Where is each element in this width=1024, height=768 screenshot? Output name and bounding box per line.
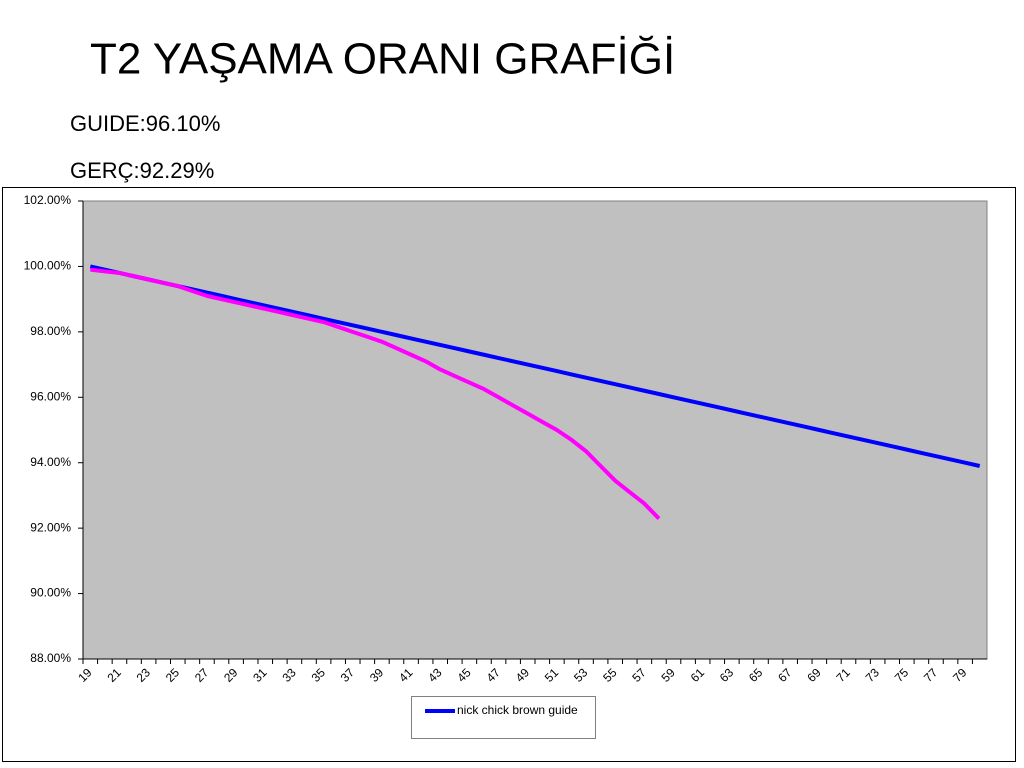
y-tick-label: 94.00% [30,455,71,469]
series-line [90,267,661,521]
annotation: GERÇ:92.29% [70,158,214,183]
y-tick-label: 102.00% [24,193,72,207]
series-line [89,264,981,468]
plot-area [82,200,988,660]
legend-label: nick chick brown guide [457,703,578,717]
y-tick-label: 88.00% [30,651,71,665]
annotation: GUIDE:96.10% [70,111,220,136]
y-tick-label: 98.00% [30,324,71,338]
y-tick-label: 90.00% [30,586,71,600]
slide-title: T2 YAŞAMA ORANI GRAFİĞİ [90,35,675,84]
y-tick-label: 96.00% [30,389,71,403]
y-tick-label: 100.00% [24,259,72,273]
legend [411,696,596,739]
y-tick-label: 92.00% [30,520,71,534]
